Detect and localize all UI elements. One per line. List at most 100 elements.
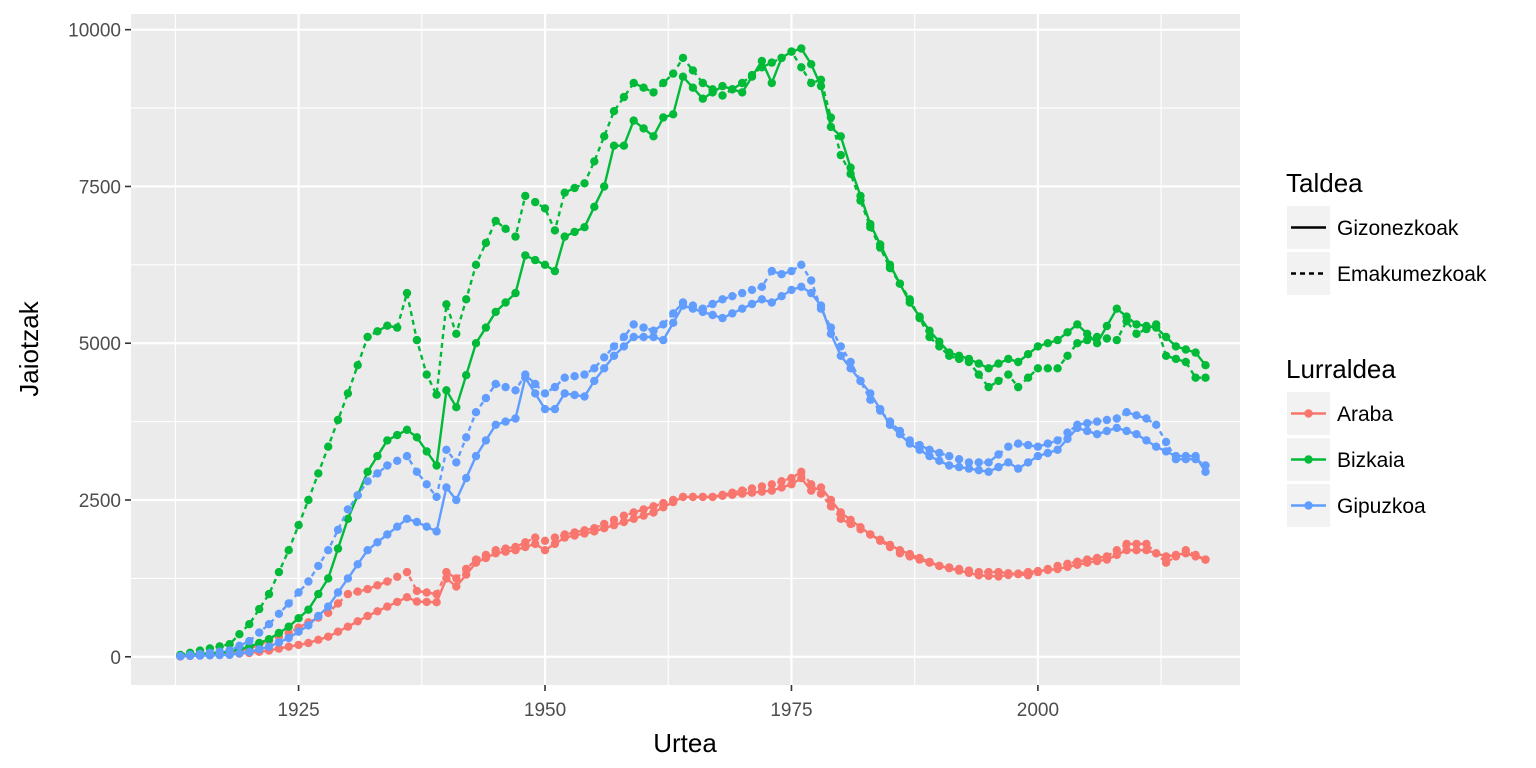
data-point (412, 467, 422, 476)
data-point (402, 425, 412, 434)
data-point (314, 589, 323, 599)
data-point (432, 390, 441, 399)
data-point (619, 332, 629, 342)
data-point (1083, 419, 1092, 428)
data-point (521, 251, 530, 260)
data-point (294, 614, 303, 623)
data-point (314, 611, 323, 621)
data-point (659, 335, 668, 345)
legend-item-emakumezkoak: Emakumezkoak (1287, 252, 1487, 295)
data-point (609, 515, 619, 525)
data-point (925, 332, 934, 342)
data-point (619, 92, 629, 102)
data-point (1171, 354, 1181, 364)
data-point (964, 566, 974, 575)
data-point (1171, 342, 1181, 351)
data-point (1004, 354, 1013, 364)
data-point (383, 577, 392, 586)
data-point (491, 420, 500, 429)
data-point (639, 124, 648, 133)
data-point (333, 599, 343, 608)
data-point (905, 436, 914, 445)
data-point (609, 141, 619, 150)
data-point (1073, 320, 1082, 329)
data-point (1181, 546, 1191, 555)
data-point (333, 588, 343, 597)
data-point (481, 393, 491, 403)
data-point (1191, 550, 1200, 560)
data-point (1181, 345, 1191, 354)
data-point (560, 373, 569, 382)
data-point (738, 88, 747, 97)
data-point (471, 555, 481, 564)
data-point (1023, 373, 1033, 382)
data-point (274, 628, 284, 638)
data-point (540, 389, 550, 398)
data-point (452, 329, 461, 338)
data-point (600, 519, 609, 529)
y-tick-label: 5000 (79, 334, 121, 355)
data-point (1083, 426, 1092, 436)
data-point (1004, 442, 1013, 451)
data-point (511, 288, 520, 298)
data-point (580, 223, 589, 232)
data-point (511, 232, 520, 241)
data-point (1201, 461, 1210, 470)
data-point (432, 492, 441, 502)
data-point (314, 561, 323, 571)
legend-title-lurraldea: Lurraldea (1286, 354, 1396, 384)
data-point (994, 567, 1003, 577)
data-point (1102, 415, 1112, 425)
data-point (402, 288, 412, 298)
data-point (570, 372, 579, 381)
data-point (481, 238, 491, 248)
data-point (1023, 458, 1033, 467)
data-point (432, 598, 441, 607)
data-point (678, 53, 688, 63)
data-point (974, 370, 983, 379)
data-point (669, 110, 678, 119)
data-point (501, 224, 510, 233)
data-point (639, 323, 648, 332)
data-point (994, 376, 1003, 386)
data-point (324, 442, 333, 451)
data-point (373, 581, 382, 590)
legend-item-araba: Araba (1287, 392, 1393, 435)
data-point (846, 357, 855, 367)
data-point (540, 404, 550, 414)
data-point (629, 514, 638, 523)
data-point (580, 526, 589, 535)
data-point (1053, 364, 1062, 373)
data-point (383, 321, 392, 330)
data-point (245, 620, 254, 629)
data-point (1023, 350, 1033, 359)
data-point (1161, 447, 1171, 456)
data-point (787, 480, 796, 489)
data-point (738, 304, 747, 313)
data-point (718, 81, 727, 91)
data-point (511, 542, 520, 552)
data-point (304, 605, 313, 614)
data-point (462, 433, 471, 442)
legend-label-gipuzkoa: Gipuzkoa (1337, 495, 1426, 518)
data-point (698, 78, 707, 88)
data-point (767, 480, 776, 489)
data-point (629, 78, 638, 88)
data-point (1063, 434, 1072, 444)
data-point (521, 370, 530, 379)
data-point (393, 430, 402, 440)
data-point (846, 169, 855, 179)
data-point (659, 498, 668, 508)
data-point (885, 542, 895, 552)
data-point (422, 370, 431, 379)
data-point (274, 609, 284, 618)
data-point (1033, 364, 1043, 373)
data-point (885, 263, 895, 273)
data-point (777, 53, 786, 63)
data-point (994, 359, 1003, 368)
data-point (974, 458, 983, 467)
data-point (422, 522, 431, 531)
data-point (412, 517, 422, 527)
data-point (383, 436, 392, 445)
data-point (353, 361, 362, 370)
